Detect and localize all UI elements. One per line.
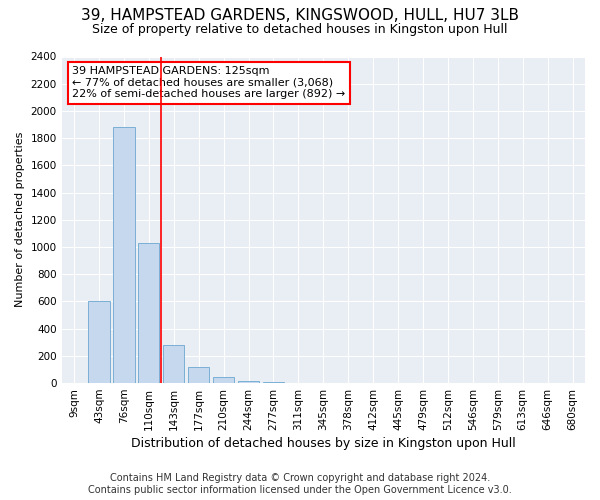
Bar (288, 382, 309, 383)
Bar (138, 243, 160, 383)
Text: 39, HAMPSTEAD GARDENS, KINGSWOOD, HULL, HU7 3LB: 39, HAMPSTEAD GARDENS, KINGSWOOD, HULL, … (81, 8, 519, 22)
Bar (238, 380, 259, 383)
Y-axis label: Number of detached properties: Number of detached properties (15, 132, 25, 308)
X-axis label: Distribution of detached houses by size in Kingston upon Hull: Distribution of detached houses by size … (131, 437, 516, 450)
Bar (113, 128, 134, 383)
Text: Size of property relative to detached houses in Kingston upon Hull: Size of property relative to detached ho… (92, 22, 508, 36)
Bar (213, 377, 234, 383)
Bar (163, 345, 184, 383)
Bar (188, 368, 209, 383)
Bar (88, 302, 110, 383)
Text: 39 HAMPSTEAD GARDENS: 125sqm
← 77% of detached houses are smaller (3,068)
22% of: 39 HAMPSTEAD GARDENS: 125sqm ← 77% of de… (72, 66, 346, 100)
Text: Contains HM Land Registry data © Crown copyright and database right 2024.
Contai: Contains HM Land Registry data © Crown c… (88, 474, 512, 495)
Bar (263, 382, 284, 383)
